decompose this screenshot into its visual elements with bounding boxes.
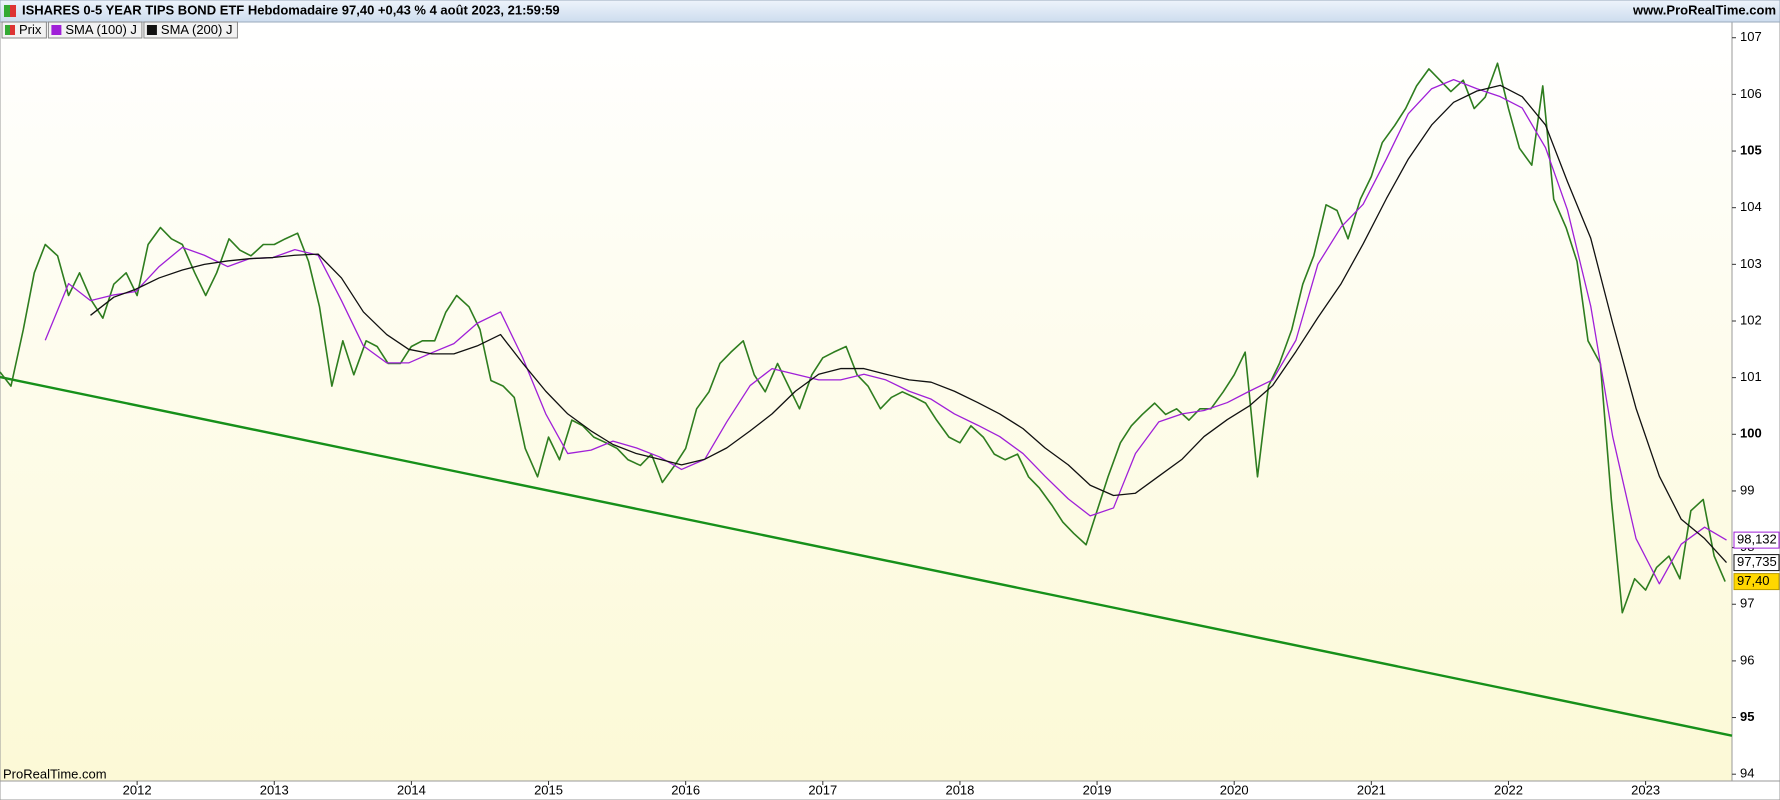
trend-line: [0, 375, 1733, 737]
x-tick-label: 2019: [1083, 782, 1112, 797]
y-tick-label: 94: [1740, 766, 1754, 781]
y-tick-label: 103: [1740, 256, 1762, 271]
legend-label: SMA (100) J: [65, 22, 137, 37]
last-value-label: 97,40: [1737, 573, 1770, 588]
legend-item: SMA (200) J: [143, 21, 238, 39]
legend-swatch: [146, 25, 157, 35]
last-value-label: 97,735: [1737, 554, 1777, 569]
series-line: [90, 84, 1727, 564]
legend-item: SMA (100) J: [47, 21, 143, 39]
watermark: ProRealTime.com: [3, 766, 107, 781]
x-tick-label: 2015: [534, 782, 563, 797]
y-tick-label: 99: [1740, 482, 1754, 497]
legend-swatch: [51, 25, 62, 35]
legend-item-bg: [143, 21, 238, 39]
y-tick-label: 95: [1740, 709, 1754, 724]
title-icon: [4, 5, 10, 17]
legend-item: Prix: [1, 21, 47, 39]
x-axis-area: [0, 780, 1780, 800]
series-line: [0, 62, 1726, 614]
legend-swatch: [10, 25, 15, 35]
x-tick-label: 2018: [945, 782, 974, 797]
y-tick-label: 107: [1740, 29, 1762, 44]
y-tick-label: 101: [1740, 369, 1762, 384]
x-tick-label: 2012: [123, 782, 152, 797]
x-tick-label: 2022: [1494, 782, 1523, 797]
last-value-box: [1733, 554, 1780, 572]
x-tick-label: 2016: [671, 782, 700, 797]
series-line: [44, 79, 1727, 585]
y-tick-label: 105: [1740, 142, 1762, 157]
chart-title: ISHARES 0-5 YEAR TIPS BOND ETF Hebdomada…: [22, 2, 560, 17]
y-tick-label: 106: [1740, 86, 1762, 101]
last-value-label: 98,132: [1737, 532, 1777, 547]
y-tick-label: 102: [1740, 312, 1762, 327]
legend-label: Prix: [19, 22, 42, 37]
legend-item-bg: [47, 21, 143, 39]
x-tick-label: 2020: [1220, 782, 1249, 797]
y-tick-label: 96: [1740, 652, 1754, 667]
x-tick-label: 2017: [808, 782, 837, 797]
last-value-box: [1733, 531, 1780, 549]
x-tick-label: 2014: [397, 782, 426, 797]
legend-swatch: [5, 25, 10, 35]
y-tick-label: 104: [1740, 199, 1762, 214]
x-tick-label: 2023: [1631, 782, 1660, 797]
x-tick-label: 2013: [260, 782, 289, 797]
legend: Prix SMA (100) J SMA (200) J: [1, 21, 238, 39]
title-icon: [10, 5, 16, 17]
last-value-box: [1733, 573, 1780, 591]
plot-area: [0, 21, 1733, 782]
title-bar: [0, 0, 1780, 23]
legend-label: SMA (200) J: [161, 22, 233, 37]
y-tick-label: 97: [1740, 596, 1754, 611]
y-tick-label: 100: [1740, 426, 1762, 441]
source-link[interactable]: www.ProRealTime.com: [1632, 2, 1776, 17]
x-tick-label: 2021: [1357, 782, 1386, 797]
y-axis-area: [1731, 21, 1780, 782]
